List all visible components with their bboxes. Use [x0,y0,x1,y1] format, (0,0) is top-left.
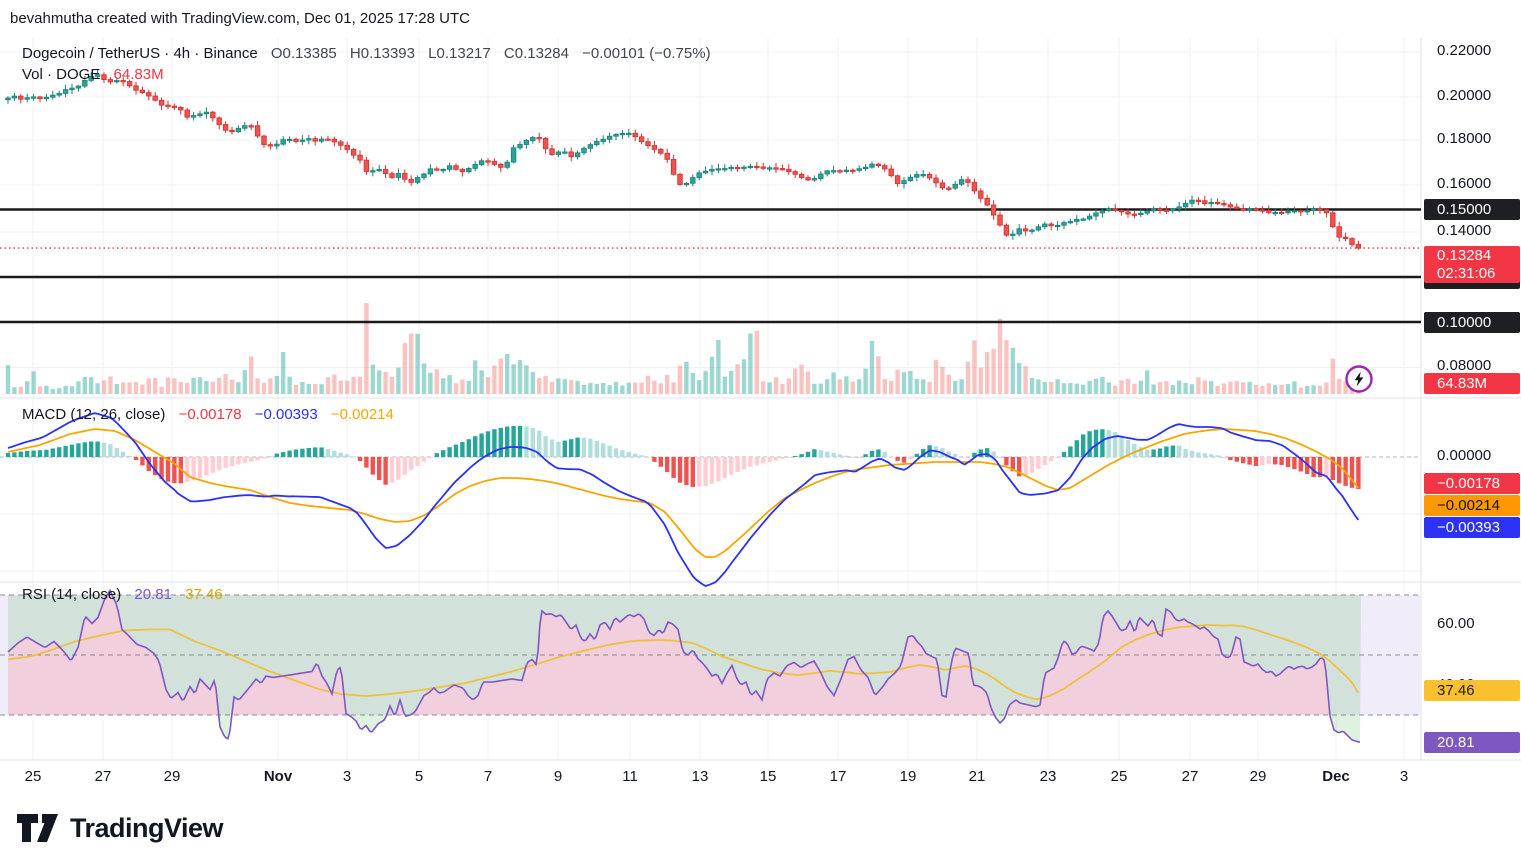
time-axis-label: Dec [1322,768,1350,785]
macd-hist-value: −0.00178 [178,406,242,423]
tradingview-mark-icon [17,814,58,842]
macd-signal-value: −0.00214 [330,406,394,423]
open-value: O0.13385 [270,45,337,62]
time-axis-label: 3 [1399,768,1409,785]
price-tick: 0.14000 [1437,221,1492,239]
rsi-badge: 20.81 [1424,731,1520,753]
macd-series [0,412,1421,588]
rsi-label: RSI (14, close) [22,586,122,603]
time-axis-label: 17 [829,768,847,785]
last-price-value: 0.13284 [1437,246,1492,264]
time-axis-label: 29 [1249,768,1267,785]
macd-badge: −0.00178 [1424,472,1520,494]
price-level-badge: 0.15000 [1424,198,1520,220]
volume-value: 64.83M [113,66,164,83]
time-axis-label: 5 [414,768,424,785]
macd-legend-row[interactable]: MACD (12, 26, close) −0.00178 −0.00393 −… [22,406,403,423]
time-axis-label: 21 [968,768,986,785]
bar-countdown: 02:31:06 [1437,264,1496,282]
price-axis[interactable]: 0.22000 0.20000 0.18000 0.16000 0.14000 0.080… [1421,36,1521,760]
price-level-badge: 0.10000 [1424,311,1520,333]
rsi-ma-value: 37.46 [185,586,223,603]
time-axis-label: 23 [1039,768,1057,785]
time-axis-label: 7 [483,768,493,785]
volume-legend-row[interactable]: Vol · DOGE 64.83M [22,66,173,83]
boost-icon[interactable] [1344,364,1374,394]
time-axis-label: 19 [899,768,917,785]
macd-zero-tick: 0.00000 [1437,446,1492,464]
tradingview-logo[interactable]: TradingView [16,812,224,844]
symbol-title: Dogecoin / TetherUS · 4h · Binance [22,45,258,62]
rsi-legend-row[interactable]: RSI (14, close) 20.81 37.46 [22,586,232,603]
time-axis-label: 9 [553,768,563,785]
last-price-badge: 0.13284 02:31:06 [1424,245,1520,283]
macd-label: MACD (12, 26, close) [22,406,166,423]
price-tick: 0.22000 [1437,41,1492,59]
candlestick-series [5,70,1362,250]
rsi-series [0,588,1421,744]
change-value: −0.00101 (−0.75%) [582,45,711,62]
time-axis-label: 13 [691,768,709,785]
attribution-text: bevahmutha created with TradingView.com,… [10,10,470,27]
time-axis-label: 3 [342,768,352,785]
close-value: C0.13284 [503,45,569,62]
time-axis-label: 25 [1110,768,1128,785]
time-axis-label: 11 [622,768,638,785]
macd-line-value: −0.00393 [254,406,318,423]
symbol-legend-row[interactable]: Dogecoin / TetherUS · 4h · Binance O0.13… [22,45,720,62]
macd-badge: −0.00214 [1424,494,1520,516]
macd-badge: −0.00393 [1424,516,1520,538]
volume-series [5,303,1361,394]
time-axis-label: 25 [24,768,42,785]
price-tick: 0.16000 [1437,174,1492,192]
volume-badge: 64.83M [1424,372,1520,394]
price-tick: 0.08000 [1437,356,1492,374]
rsi-value: 20.81 [134,586,172,603]
price-tick: 0.20000 [1437,86,1492,104]
rsi-badge: 37.46 [1424,679,1520,701]
price-tick: 0.18000 [1437,129,1492,147]
time-axis-label: 27 [94,768,112,785]
price-level-lines[interactable] [0,208,1421,324]
volume-label: Vol · DOGE [22,66,101,83]
rsi-tick: 60.00 [1437,614,1475,632]
time-axis-label: 29 [163,768,181,785]
tradingview-wordmark: TradingView [70,812,224,843]
time-axis-label: 15 [759,768,777,785]
time-axis-label: Nov [263,768,293,785]
time-axis[interactable]: 25 27 29 Nov 3 5 7 9 11 13 15 17 19 21 23 25 27 29 Dec 3 [0,760,1421,792]
time-axis-label: 27 [1181,768,1199,785]
low-value: L0.13217 [428,45,491,62]
high-value: H0.13393 [349,45,415,62]
